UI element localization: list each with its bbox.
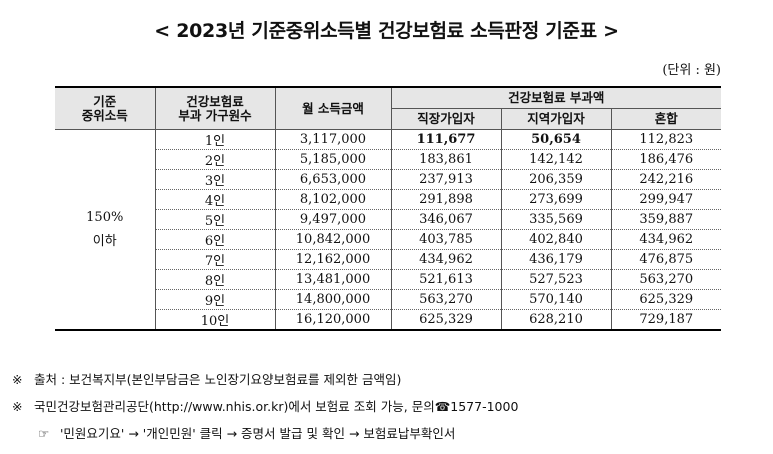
cell-mixed: 186,476: [610, 149, 722, 170]
table-header: 기준 중위소득 건강보험료 부과 가구원수 월 소득금액 건강보험료 부과액 직장가…: [55, 86, 722, 130]
table-row: 7인 12,162,000 434,962 436,179 476,875: [55, 249, 722, 270]
note-steps: ☞ '민원요기요' → '개인민원' 클릭 → 증명서 발급 및 확인 → 보험료…: [12, 424, 518, 451]
cell-employee: 183,861: [390, 149, 502, 170]
cell-income: 9,497,000: [274, 209, 392, 230]
page-title: < 2023년 기준중위소득별 건강보험료 소득판정 기준표 >: [154, 20, 619, 42]
cell-mixed: 299,947: [610, 189, 722, 210]
cell-employee: 563,270: [390, 289, 502, 310]
table-row: 150% 이하 1인 3,117,000 111,677 50,654 112,8…: [55, 129, 722, 330]
footnotes: ※ 출처 : 보건복지부(본인부담금은 노인장기요양보험료를 제외한 금액임) ※…: [12, 370, 518, 451]
table-row: 2인 5,185,000 183,861 142,142 186,476: [55, 149, 722, 170]
cell-income: 6,653,000: [274, 169, 392, 190]
cell-members: 4인: [155, 189, 276, 210]
table-row: 3인 6,653,000 237,913 206,359 242,216: [55, 169, 722, 190]
table-row: 5인 9,497,000 346,067 335,569 359,887: [55, 209, 722, 230]
income-criteria-table: 기준 중위소득 건강보험료 부과 가구원수 월 소득금액 건강보험료 부과액 직장가…: [55, 86, 722, 331]
cell-income: 14,800,000: [274, 289, 392, 310]
note-nhis: ※ 국민건강보험관리공단(http://www.nhis.or.kr)에서 보험료…: [12, 397, 518, 424]
cell-employee: 237,913: [390, 169, 502, 190]
cell-income: 13,481,000: [274, 269, 392, 290]
cell-members: 10인: [155, 309, 276, 330]
cell-regional: 206,359: [500, 169, 612, 190]
cell-members: 8인: [155, 269, 276, 290]
header-household-members: 건강보험료 부과 가구원수: [154, 86, 276, 130]
cell-regional: 570,140: [500, 289, 612, 310]
cell-regional: 527,523: [500, 269, 612, 290]
cell-regional: 628,210: [500, 309, 612, 330]
cell-regional: 142,142: [500, 149, 612, 170]
table-row: 6인 10,842,000 403,785 402,840 434,962: [55, 229, 722, 250]
reference-mark-icon: ※: [12, 372, 23, 387]
cell-mixed: 112,823: [610, 129, 722, 150]
table-row: 8인 13,481,000 521,613 527,523 563,270: [55, 269, 722, 290]
cell-mixed: 476,875: [610, 249, 722, 270]
cell-employee: 403,785: [390, 229, 502, 250]
cell-members: 2인: [155, 149, 276, 170]
cell-members: 7인: [155, 249, 276, 270]
header-premium-group: 건강보험료 부과액: [390, 86, 722, 109]
cell-income: 10,842,000: [274, 229, 392, 250]
cell-mixed: 242,216: [610, 169, 722, 190]
cell-mixed: 359,887: [610, 209, 722, 230]
cell-income: 3,117,000: [274, 129, 392, 150]
cell-members: 6인: [155, 229, 276, 250]
header-employee: 직장가입자: [391, 108, 502, 130]
cell-mixed: 729,187: [610, 309, 722, 330]
cell-members: 5인: [155, 209, 276, 230]
cell-regional: 50,654: [500, 129, 612, 150]
cell-members: 9인: [155, 289, 276, 310]
cell-employee: 111,677: [390, 129, 502, 150]
cell-regional: 402,840: [500, 229, 612, 250]
cell-income: 12,162,000: [274, 249, 392, 270]
table-row: 10인 16,120,000 625,329 628,210 729,187: [55, 309, 722, 330]
cell-employee: 291,898: [390, 189, 502, 210]
cell-employee: 625,329: [390, 309, 502, 330]
cell-employee: 521,613: [390, 269, 502, 290]
cell-members: 1인: [154, 129, 276, 150]
note-source: ※ 출처 : 보건복지부(본인부담금은 노인장기요양보험료를 제외한 금액임): [12, 370, 518, 397]
cell-income: 16,120,000: [274, 309, 392, 330]
cell-mixed: 625,329: [610, 289, 722, 310]
table-row: 9인 14,800,000 563,270 570,140 625,329: [55, 289, 722, 310]
pointing-hand-icon: ☞: [38, 426, 50, 441]
cell-regional: 335,569: [500, 209, 612, 230]
table-body: 150% 이하 1인 3,117,000 111,677 50,654 112,8…: [55, 129, 722, 330]
unit-label: (단위 : 원): [662, 63, 721, 78]
cell-income: 8,102,000: [274, 189, 392, 210]
cell-members: 3인: [155, 169, 276, 190]
cell-regional: 273,699: [500, 189, 612, 210]
header-regional: 지역가입자: [500, 108, 612, 130]
reference-mark-icon: ※: [12, 399, 23, 414]
cell-regional: 436,179: [500, 249, 612, 270]
cell-employee: 434,962: [390, 249, 502, 270]
cell-mixed: 563,270: [610, 269, 722, 290]
median-income-group: 150% 이하: [55, 129, 156, 330]
header-median-income: 기준 중위소득: [55, 86, 156, 130]
cell-mixed: 434,962: [610, 229, 722, 250]
header-mixed: 혼합: [610, 108, 722, 130]
table-row: 4인 8,102,000 291,898 273,699 299,947: [55, 189, 722, 210]
cell-income: 5,185,000: [274, 149, 392, 170]
cell-employee: 346,067: [390, 209, 502, 230]
header-monthly-income: 월 소득금액: [274, 86, 392, 130]
